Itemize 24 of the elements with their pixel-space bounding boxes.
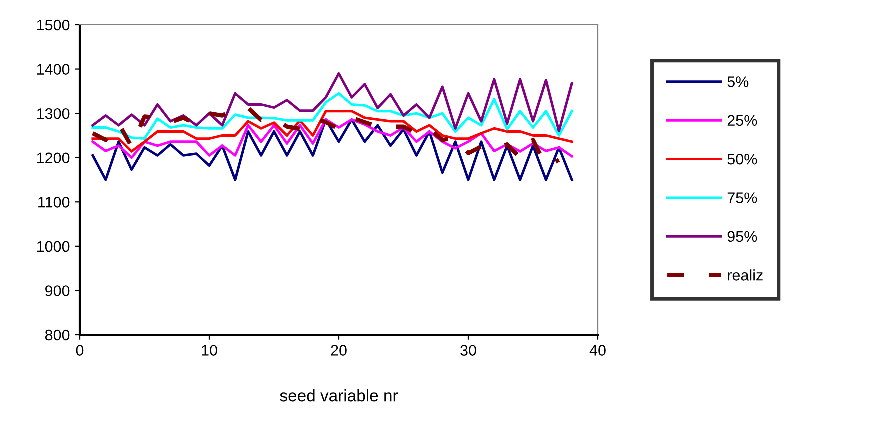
y-tick-label: 1100 bbox=[38, 197, 70, 208]
legend-label: 50% bbox=[728, 154, 758, 165]
legend-label: realiz bbox=[728, 270, 763, 281]
y-tick-label: 1300 bbox=[37, 108, 70, 120]
y-tick-label: 900 bbox=[46, 286, 70, 296]
legend-label: 95% bbox=[728, 231, 758, 242]
line-series bbox=[92, 110, 574, 153]
legend-label: 5% bbox=[728, 76, 749, 88]
x-tick-label: 20 bbox=[331, 345, 347, 356]
x-axis-title: seed variable nr bbox=[280, 390, 398, 402]
y-tick-label: 1000 bbox=[37, 241, 70, 252]
line-series bbox=[92, 118, 574, 182]
line-series bbox=[92, 92, 574, 140]
y-tick-label: 800 bbox=[45, 330, 70, 341]
x-tick-label: 10 bbox=[202, 345, 218, 356]
legend-label: 25% bbox=[728, 115, 758, 126]
line-series bbox=[92, 72, 574, 133]
x-tick-label: 0 bbox=[76, 345, 84, 356]
y-tick-label: 1200 bbox=[37, 152, 70, 164]
x-tick-label: 40 bbox=[590, 345, 606, 356]
y-tick-label: 1500 bbox=[37, 20, 70, 31]
legend-label: 75% bbox=[728, 192, 758, 204]
x-tick-label: 30 bbox=[460, 345, 476, 356]
y-tick-label: 1400 bbox=[37, 64, 70, 75]
